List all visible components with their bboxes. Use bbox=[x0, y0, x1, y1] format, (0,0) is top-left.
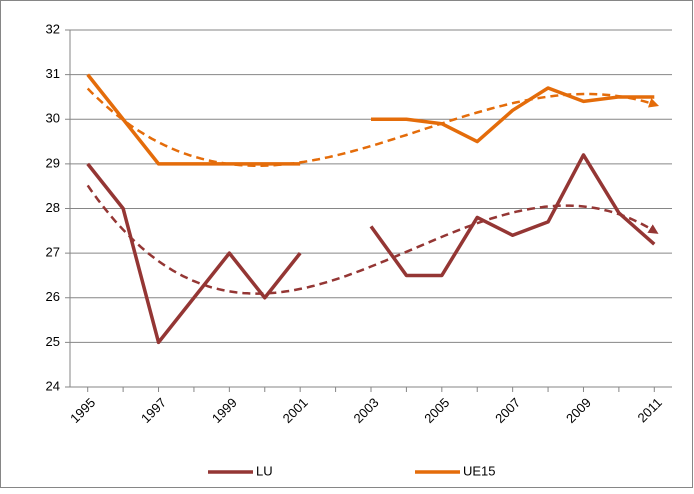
y-tick-label: 26 bbox=[46, 289, 60, 304]
y-tick-label: 25 bbox=[46, 334, 60, 349]
trend-line bbox=[86, 184, 659, 295]
series-line bbox=[371, 86, 655, 144]
y-tick-label: 27 bbox=[46, 245, 60, 260]
y-tick-label: 29 bbox=[46, 155, 60, 170]
y-tick-label: 24 bbox=[46, 378, 60, 393]
y-tick-label: 32 bbox=[46, 21, 60, 36]
series-line bbox=[86, 162, 302, 345]
y-tick-label: 31 bbox=[46, 66, 60, 81]
y-tick-label: 30 bbox=[46, 111, 60, 126]
series-line bbox=[86, 73, 301, 166]
y-tick-label: 28 bbox=[46, 200, 60, 215]
series-line bbox=[369, 153, 656, 278]
legend-label: LU bbox=[256, 463, 273, 478]
legend-label: UE15 bbox=[463, 463, 496, 478]
